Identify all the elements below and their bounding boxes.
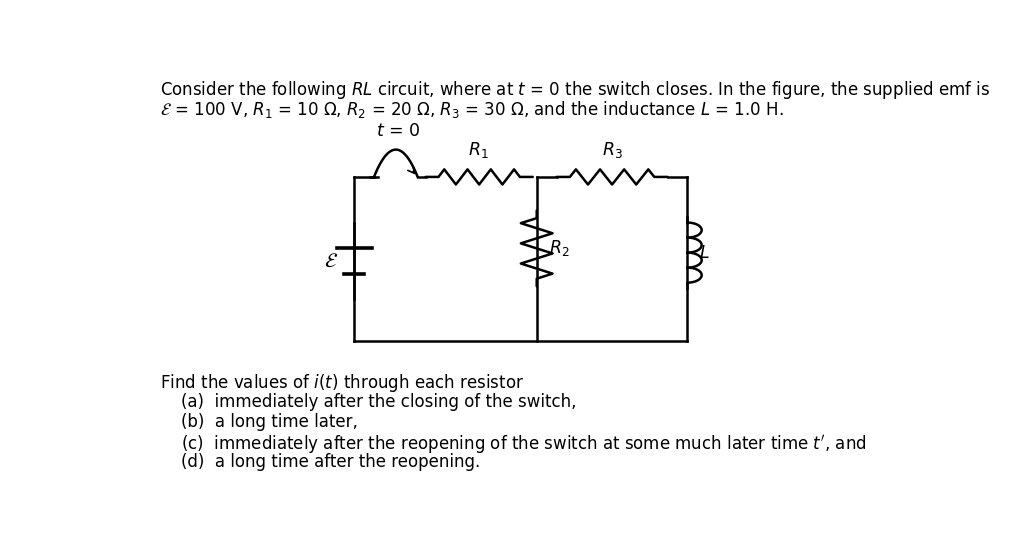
Text: Find the values of $i(t)$ through each resistor: Find the values of $i(t)$ through each r… xyxy=(160,372,524,394)
Text: $\mathcal{E}$ = 100 V, $R_1$ = 10 $\Omega$, $R_2$ = 20 $\Omega$, $R_3$ = 30 $\Om: $\mathcal{E}$ = 100 V, $R_1$ = 10 $\Omeg… xyxy=(160,99,783,120)
Text: $R_1$: $R_1$ xyxy=(468,140,489,160)
Text: (c)  immediately after the reopening of the switch at some much later time $t'$,: (c) immediately after the reopening of t… xyxy=(160,433,866,456)
Text: (a)  immediately after the closing of the switch,: (a) immediately after the closing of the… xyxy=(160,393,577,411)
Text: $R_2$: $R_2$ xyxy=(549,239,569,258)
Text: $R_3$: $R_3$ xyxy=(602,140,623,160)
Text: Consider the following $RL$ circuit, where at $t$ = 0 the switch closes. In the : Consider the following $RL$ circuit, whe… xyxy=(160,79,990,101)
Text: $t$ = 0: $t$ = 0 xyxy=(376,122,420,140)
Text: $L$: $L$ xyxy=(699,244,710,262)
Text: (b)  a long time later,: (b) a long time later, xyxy=(160,413,357,431)
Text: $\mathcal{E}$: $\mathcal{E}$ xyxy=(325,252,338,270)
Text: (d)  a long time after the reopening.: (d) a long time after the reopening. xyxy=(160,453,480,471)
